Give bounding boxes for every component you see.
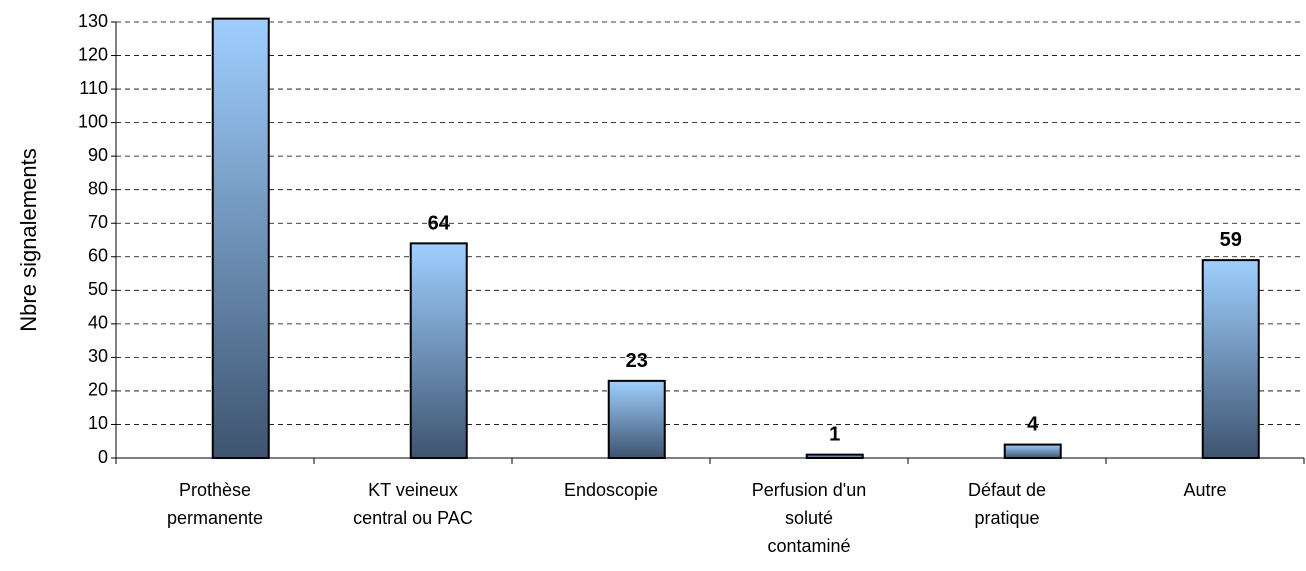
x-tick-label: Défaut de pratique: [968, 480, 1046, 528]
value-label: 64: [428, 212, 451, 234]
y-tick-label: 40: [88, 313, 108, 333]
y-axis-label: Nbre signalements: [16, 148, 41, 331]
bar: [211, 17, 270, 460]
x-tick-label: Prothèse permanente: [167, 480, 263, 528]
y-tick-label: 90: [88, 145, 108, 165]
y-tick-label: 60: [88, 246, 108, 266]
y-tick-label: 50: [88, 279, 108, 299]
y-tick-label: 120: [78, 44, 108, 64]
y-tick-label: 130: [78, 11, 108, 31]
y-tick-label: 10: [88, 413, 108, 433]
x-tick-label: Autre: [1183, 480, 1226, 500]
bar: [805, 453, 864, 459]
x-tick-label: KT veineux central ou PAC: [353, 480, 473, 528]
y-tick-label: 30: [88, 346, 108, 366]
value-label: 59: [1220, 229, 1242, 251]
y-tick-label: 20: [88, 380, 108, 400]
bar: [409, 242, 468, 459]
y-tick-label: 110: [79, 78, 108, 98]
y-tick-label: 100: [78, 111, 108, 131]
value-label: 4: [1027, 414, 1039, 436]
value-label: 23: [626, 350, 648, 372]
x-tick-label: Perfusion d'un soluté contaminé: [752, 480, 867, 556]
x-tick-label: Endoscopie: [564, 480, 658, 500]
bar: [1201, 259, 1260, 459]
bar: [1003, 443, 1062, 460]
bar: [607, 379, 666, 459]
y-tick-label: 0: [98, 447, 108, 467]
value-label: 1: [829, 424, 840, 446]
y-tick-label: 70: [88, 212, 108, 232]
y-tick-label: 80: [88, 178, 108, 198]
